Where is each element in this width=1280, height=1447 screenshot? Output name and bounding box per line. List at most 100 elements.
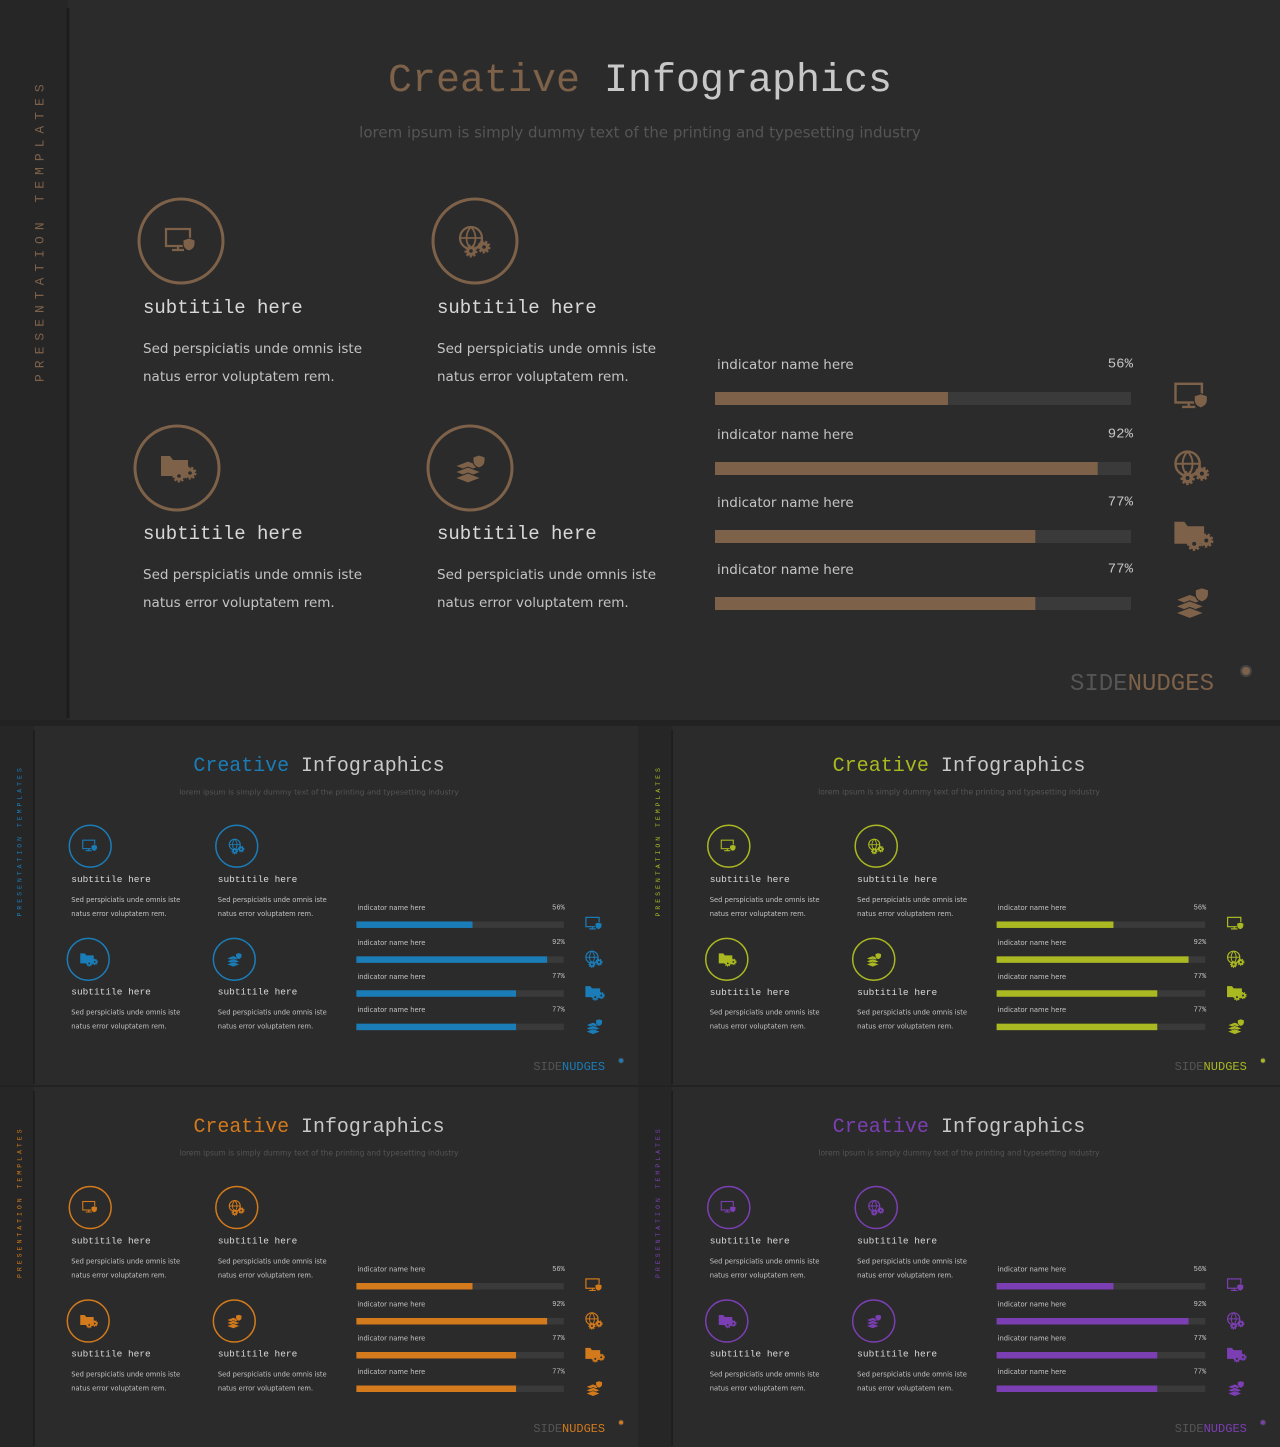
logo-dim: SIDE <box>1070 671 1128 698</box>
icon-gear-hole <box>873 1211 876 1214</box>
feature-text: Sed perspiciatis unde omnis iste <box>71 1370 180 1378</box>
indicator-value: 92% <box>1194 1301 1207 1309</box>
indicator-name: indicator name here <box>998 1006 1067 1014</box>
feature-ring <box>66 1299 110 1343</box>
icon-shield <box>1236 1283 1244 1292</box>
icon <box>82 1200 98 1213</box>
indicator-bar <box>996 990 1158 997</box>
logo-accent: NUDGES <box>1204 1422 1247 1436</box>
indicator-value: 77% <box>552 1368 565 1376</box>
icon-gear-hole <box>600 994 603 997</box>
feature-ring <box>431 197 519 285</box>
slide-bg <box>638 1087 1280 1447</box>
feature-ring <box>137 197 225 285</box>
icon <box>865 952 882 968</box>
slide-canvas: PRESENTATION TEMPLATES Creative Infographi… <box>0 726 638 1085</box>
indicator-name: indicator name here <box>998 1266 1066 1274</box>
icon-gear-hole <box>598 1322 601 1325</box>
icon-gear-hole <box>590 1325 593 1327</box>
feature-text: Sed perspiciatis unde omnis iste <box>857 896 967 904</box>
feature-text: natus error voluptatem rem. <box>71 1023 166 1031</box>
icon-shield <box>729 844 737 852</box>
icon-shield <box>90 1205 98 1213</box>
icon-shield <box>1237 1018 1245 1027</box>
icon <box>1226 1018 1245 1035</box>
icon-gear-hole <box>1242 1356 1245 1359</box>
icon-stand <box>724 1210 731 1213</box>
indicator-value: 77% <box>1194 1007 1207 1015</box>
feature-ring <box>215 824 259 868</box>
feature-text: natus error voluptatem rem. <box>710 1023 806 1031</box>
logo: SIDENUDGES <box>1175 1422 1247 1436</box>
indicator-bar <box>996 1385 1158 1392</box>
title: Creative Infographics <box>833 1116 1086 1139</box>
icon-shield <box>1237 1380 1245 1389</box>
logo-accent: NUDGES <box>1128 671 1214 698</box>
indicator-bar <box>996 1283 1114 1290</box>
feature-subtitle: subtitile here <box>71 1235 151 1246</box>
logo-accent: NUDGES <box>562 1060 605 1074</box>
feature-ring <box>215 1185 259 1230</box>
icon <box>1174 382 1208 409</box>
slide-orange: PRESENTATION TEMPLATES Creative Infographi… <box>0 1087 638 1447</box>
icon <box>453 454 486 484</box>
indicator-value: 92% <box>1108 427 1134 443</box>
icon-gear-hole <box>598 961 601 964</box>
icon-shield <box>472 454 486 469</box>
side-panel <box>638 1087 673 1447</box>
indicator-name: indicator name here <box>717 562 854 578</box>
icon <box>226 1314 242 1329</box>
icon-shield <box>874 952 882 960</box>
title-accent: Creative <box>193 754 289 777</box>
feature-subtitle: subtitile here <box>143 297 303 319</box>
icon-layer <box>226 961 241 968</box>
feature-subtitle: subtitile here <box>218 1348 298 1359</box>
feature-text: natus error voluptatem rem. <box>71 1271 166 1279</box>
icon <box>585 916 603 930</box>
feature-text: natus error voluptatem rem. <box>218 1384 313 1392</box>
feature-text: natus error voluptatem rem. <box>857 1272 953 1280</box>
indicator-name: indicator name here <box>357 1006 425 1014</box>
indicator-name: indicator name here <box>357 939 425 947</box>
icon-gear-hole <box>93 960 96 963</box>
indicator-value: 56% <box>1194 904 1207 912</box>
icon-gear-hole <box>482 245 486 249</box>
icon <box>585 1312 603 1330</box>
feature-subtitle: subtitile here <box>710 1236 790 1247</box>
feature-text: natus error voluptatem rem. <box>143 369 335 385</box>
indicator-name: indicator name here <box>357 1300 425 1308</box>
title: Creative Infographics <box>388 59 892 104</box>
feature-ring <box>851 937 896 982</box>
feature-text: Sed perspiciatis unde omnis iste <box>71 1009 180 1017</box>
title-accent: Creative <box>833 1116 929 1139</box>
feature-text: natus error voluptatem rem. <box>218 910 313 918</box>
title-accent: Creative <box>833 755 929 778</box>
feature-ring <box>212 937 256 982</box>
feature-text: Sed perspiciatis unde omnis iste <box>710 1371 820 1379</box>
icon-gear-hole <box>1235 1357 1238 1360</box>
icon-stand <box>172 246 184 252</box>
side-panel <box>0 1087 34 1447</box>
side-label: PRESENTATION TEMPLATES <box>655 1126 662 1278</box>
icon-stand <box>85 1210 92 1213</box>
feature-text: Sed perspiciatis unde omnis iste <box>218 1370 327 1378</box>
indicator-value: 77% <box>552 1007 565 1015</box>
icon-gear-hole <box>726 1324 729 1326</box>
icon-shield <box>874 1314 882 1322</box>
icon <box>868 1199 885 1216</box>
feature-text: Sed perspiciatis unde omnis iste <box>71 1257 180 1265</box>
icon-shield <box>235 952 242 960</box>
icon-gear-hole <box>732 960 735 963</box>
indicator-bar <box>996 1318 1189 1325</box>
title-rest: Infographics <box>941 755 1085 778</box>
icon <box>1227 986 1247 1001</box>
feature-text: natus error voluptatem rem. <box>857 1385 953 1393</box>
icon-shield <box>594 1283 603 1292</box>
logo-dot <box>618 1057 625 1064</box>
icon-gear-hole <box>1204 538 1209 543</box>
icon <box>585 1380 603 1397</box>
indicator-value: 77% <box>552 973 565 981</box>
indicator-value: 92% <box>552 939 565 947</box>
indicator-bar <box>356 1283 473 1290</box>
icon <box>865 1314 882 1329</box>
